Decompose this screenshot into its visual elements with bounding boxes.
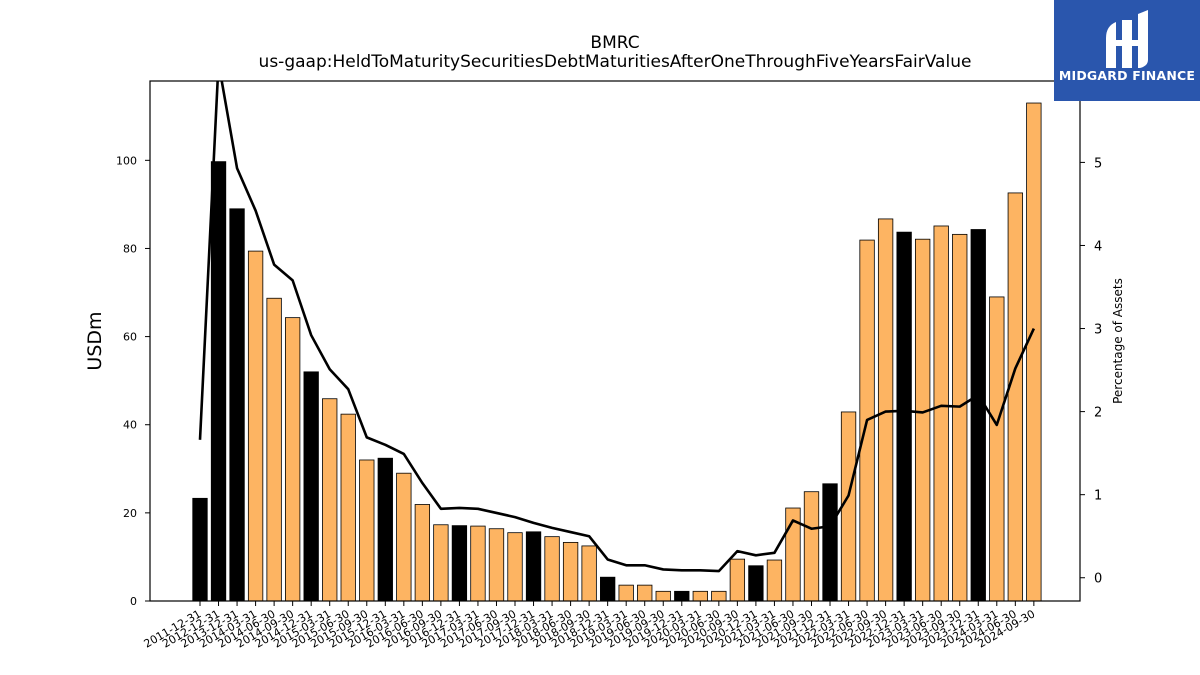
y-tick-label: 80 — [123, 242, 137, 255]
y2-tick-label: 3 — [1094, 323, 1102, 338]
bar-2020-12-31 — [748, 565, 764, 602]
bar-2019-09-30 — [655, 590, 671, 602]
bar-2016-06-30 — [414, 504, 431, 602]
bar-2014-03-31 — [247, 250, 264, 602]
bar-2023-06-30 — [933, 225, 949, 602]
bar-2016-12-31 — [451, 525, 468, 602]
y-tick-label: 40 — [123, 419, 137, 432]
y-tick-label: 20 — [123, 507, 137, 520]
bar-2018-03-31 — [544, 536, 560, 602]
y-tick-label: 0 — [130, 595, 137, 608]
bar-2019-12-31 — [674, 590, 690, 602]
midgard-finance-logo: MIDGARD FINANCE — [1054, 0, 1200, 101]
y2-axis-label: Percentage of Assets — [1111, 278, 1125, 404]
bar-2014-09-30 — [284, 317, 301, 602]
bar-2014-12-31 — [303, 371, 319, 602]
bar-2017-09-30 — [507, 532, 523, 602]
logo-text: MIDGARD FINANCE — [1058, 68, 1196, 83]
bar-2023-12-31 — [970, 229, 986, 602]
bar-2016-03-31 — [396, 472, 412, 602]
bar-2015-09-30 — [359, 459, 375, 602]
bar-2024-03-31 — [989, 296, 1005, 602]
bar-2019-06-30 — [637, 584, 653, 602]
bar-2024-06-30 — [1007, 192, 1023, 602]
bar-2022-09-30 — [877, 218, 894, 602]
bar-2022-12-31 — [896, 231, 912, 602]
bar-2016-09-30 — [433, 524, 449, 602]
bar-2018-09-30 — [581, 545, 597, 602]
y2-tick-label: 0 — [1094, 572, 1102, 587]
bar-2021-09-30 — [803, 491, 820, 602]
y2-tick-label: 5 — [1094, 156, 1102, 171]
y2-tick-label: 2 — [1094, 406, 1102, 421]
plot-frame — [149, 80, 1081, 602]
percentage-of-assets-line — [198, 81, 1036, 573]
chart-title: BMRC — [590, 33, 640, 53]
bar-2015-06-30 — [340, 413, 356, 602]
bar-2015-03-31 — [322, 398, 338, 602]
bar-2019-03-31 — [618, 584, 634, 602]
bar-2012-12-31 — [210, 161, 227, 602]
chart-subtitle: us-gaap:HeldToMaturitySecuritiesDebtMatu… — [258, 52, 972, 72]
logo-mark-icon — [1106, 10, 1148, 68]
y2-tick-label: 4 — [1094, 239, 1102, 254]
y-tick-label: 100 — [116, 154, 137, 167]
y-axis-label: USDm — [84, 311, 106, 370]
bar-2018-06-30 — [562, 541, 579, 602]
bar-2015-12-31 — [377, 457, 393, 602]
y2-tick-label: 1 — [1094, 489, 1102, 504]
bar-2023-09-30 — [952, 233, 968, 602]
bar-2011-12-31 — [192, 497, 208, 602]
bar-2020-03-31 — [692, 590, 708, 602]
bar-2021-12-31 — [822, 483, 838, 602]
bar-2023-03-31 — [915, 238, 931, 602]
bar-2017-06-30 — [488, 528, 505, 602]
bar-2021-03-31 — [766, 559, 783, 602]
bar-2022-03-31 — [840, 411, 857, 602]
bar-2020-06-30 — [711, 590, 727, 602]
bar-2017-03-31 — [470, 525, 486, 602]
bar-2018-12-31 — [600, 576, 616, 602]
bar-2024-09-30 — [1026, 102, 1042, 602]
bar-2013-12-31 — [229, 208, 245, 602]
y-tick-label: 60 — [123, 331, 137, 344]
bar-2014-06-30 — [266, 297, 282, 602]
bar-2017-12-31 — [525, 531, 542, 602]
bar-2020-09-30 — [729, 558, 746, 602]
